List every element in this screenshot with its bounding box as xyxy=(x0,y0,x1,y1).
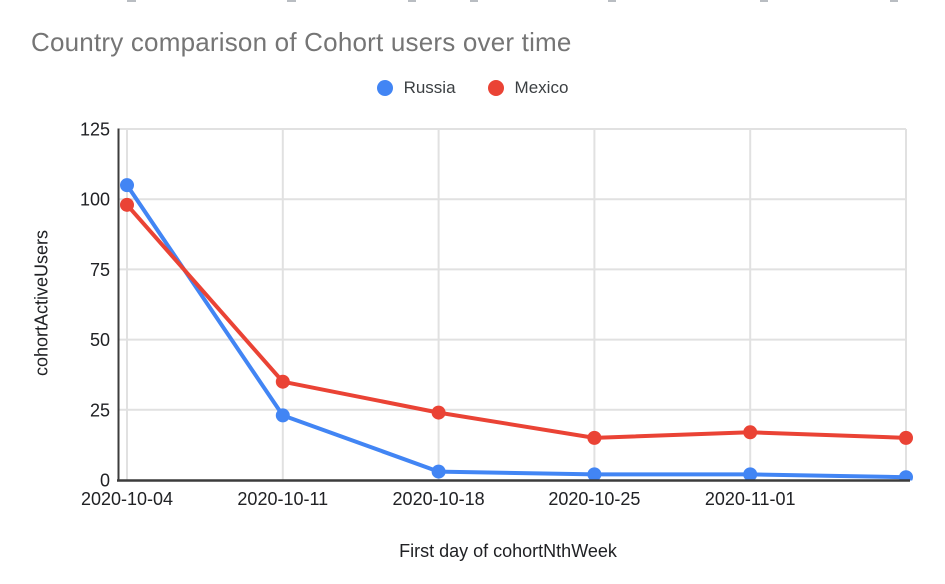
x-tick-label-2020-10-18: 2020-10-18 xyxy=(393,489,485,509)
cropped-ui-artifact xyxy=(890,0,898,2)
y-tick-label-125: 125 xyxy=(80,120,110,140)
cropped-ui-artifact xyxy=(408,0,416,2)
cropped-ui-artifact xyxy=(127,0,136,2)
mexico-series xyxy=(120,197,913,445)
russia-point-2020-10-04[interactable] xyxy=(120,178,134,193)
mexico-point-2020-10-11[interactable] xyxy=(275,374,290,389)
russia-point-2020-11-01[interactable] xyxy=(743,467,758,481)
cropped-ui-artifact xyxy=(470,0,478,2)
cropped-ui-artifact xyxy=(287,0,296,2)
legend-dot-mexico xyxy=(487,80,504,96)
legend-item-mexico: Mexico xyxy=(487,78,569,98)
chart-title: Country comparison of Cohort users over … xyxy=(31,27,572,57)
y-tick-label-0: 0 xyxy=(100,471,110,491)
legend-label-russia: Russia xyxy=(403,78,456,97)
russia-series xyxy=(120,178,913,484)
mexico-line xyxy=(125,202,908,440)
russia-point-2020-10-18[interactable] xyxy=(431,464,446,479)
russia-point-2020-10-25[interactable] xyxy=(587,467,602,481)
x-axis-title: First day of cohortNthWeek xyxy=(399,541,617,561)
legend-label-mexico: Mexico xyxy=(514,78,569,97)
x-tick-label-2020-10-11: 2020-10-11 xyxy=(237,489,328,509)
y-tick-label-50: 50 xyxy=(90,330,110,350)
x-tick-label-2020-10-04: 2020-10-04 xyxy=(81,489,173,509)
russia-point-2020-10-11[interactable] xyxy=(275,408,290,423)
cropped-ui-artifact xyxy=(608,0,616,2)
chart-legend: Russia Mexico xyxy=(0,78,945,98)
x-tick-label-2020-10-25: 2020-10-25 xyxy=(548,489,640,509)
legend-item-russia: Russia xyxy=(376,78,456,98)
y-tick-label-100: 100 xyxy=(80,190,110,210)
mexico-point-2020-10-18[interactable] xyxy=(431,405,446,420)
russia-point-unlabeled[interactable] xyxy=(899,470,913,484)
mexico-point-unlabeled[interactable] xyxy=(899,430,913,445)
legend-dot-russia xyxy=(376,80,393,96)
mexico-point-2020-10-04[interactable] xyxy=(120,197,134,212)
cropped-ui-artifact xyxy=(760,0,768,2)
mexico-point-2020-10-25[interactable] xyxy=(587,430,602,445)
y-tick-label-75: 75 xyxy=(90,260,110,280)
y-tick-label-25: 25 xyxy=(90,400,110,420)
mexico-point-2020-11-01[interactable] xyxy=(743,425,758,440)
x-tick-label-2020-11-01: 2020-11-01 xyxy=(705,489,796,509)
russia-line xyxy=(125,183,908,480)
y-axis-title: cohortActiveUsers xyxy=(31,229,52,377)
